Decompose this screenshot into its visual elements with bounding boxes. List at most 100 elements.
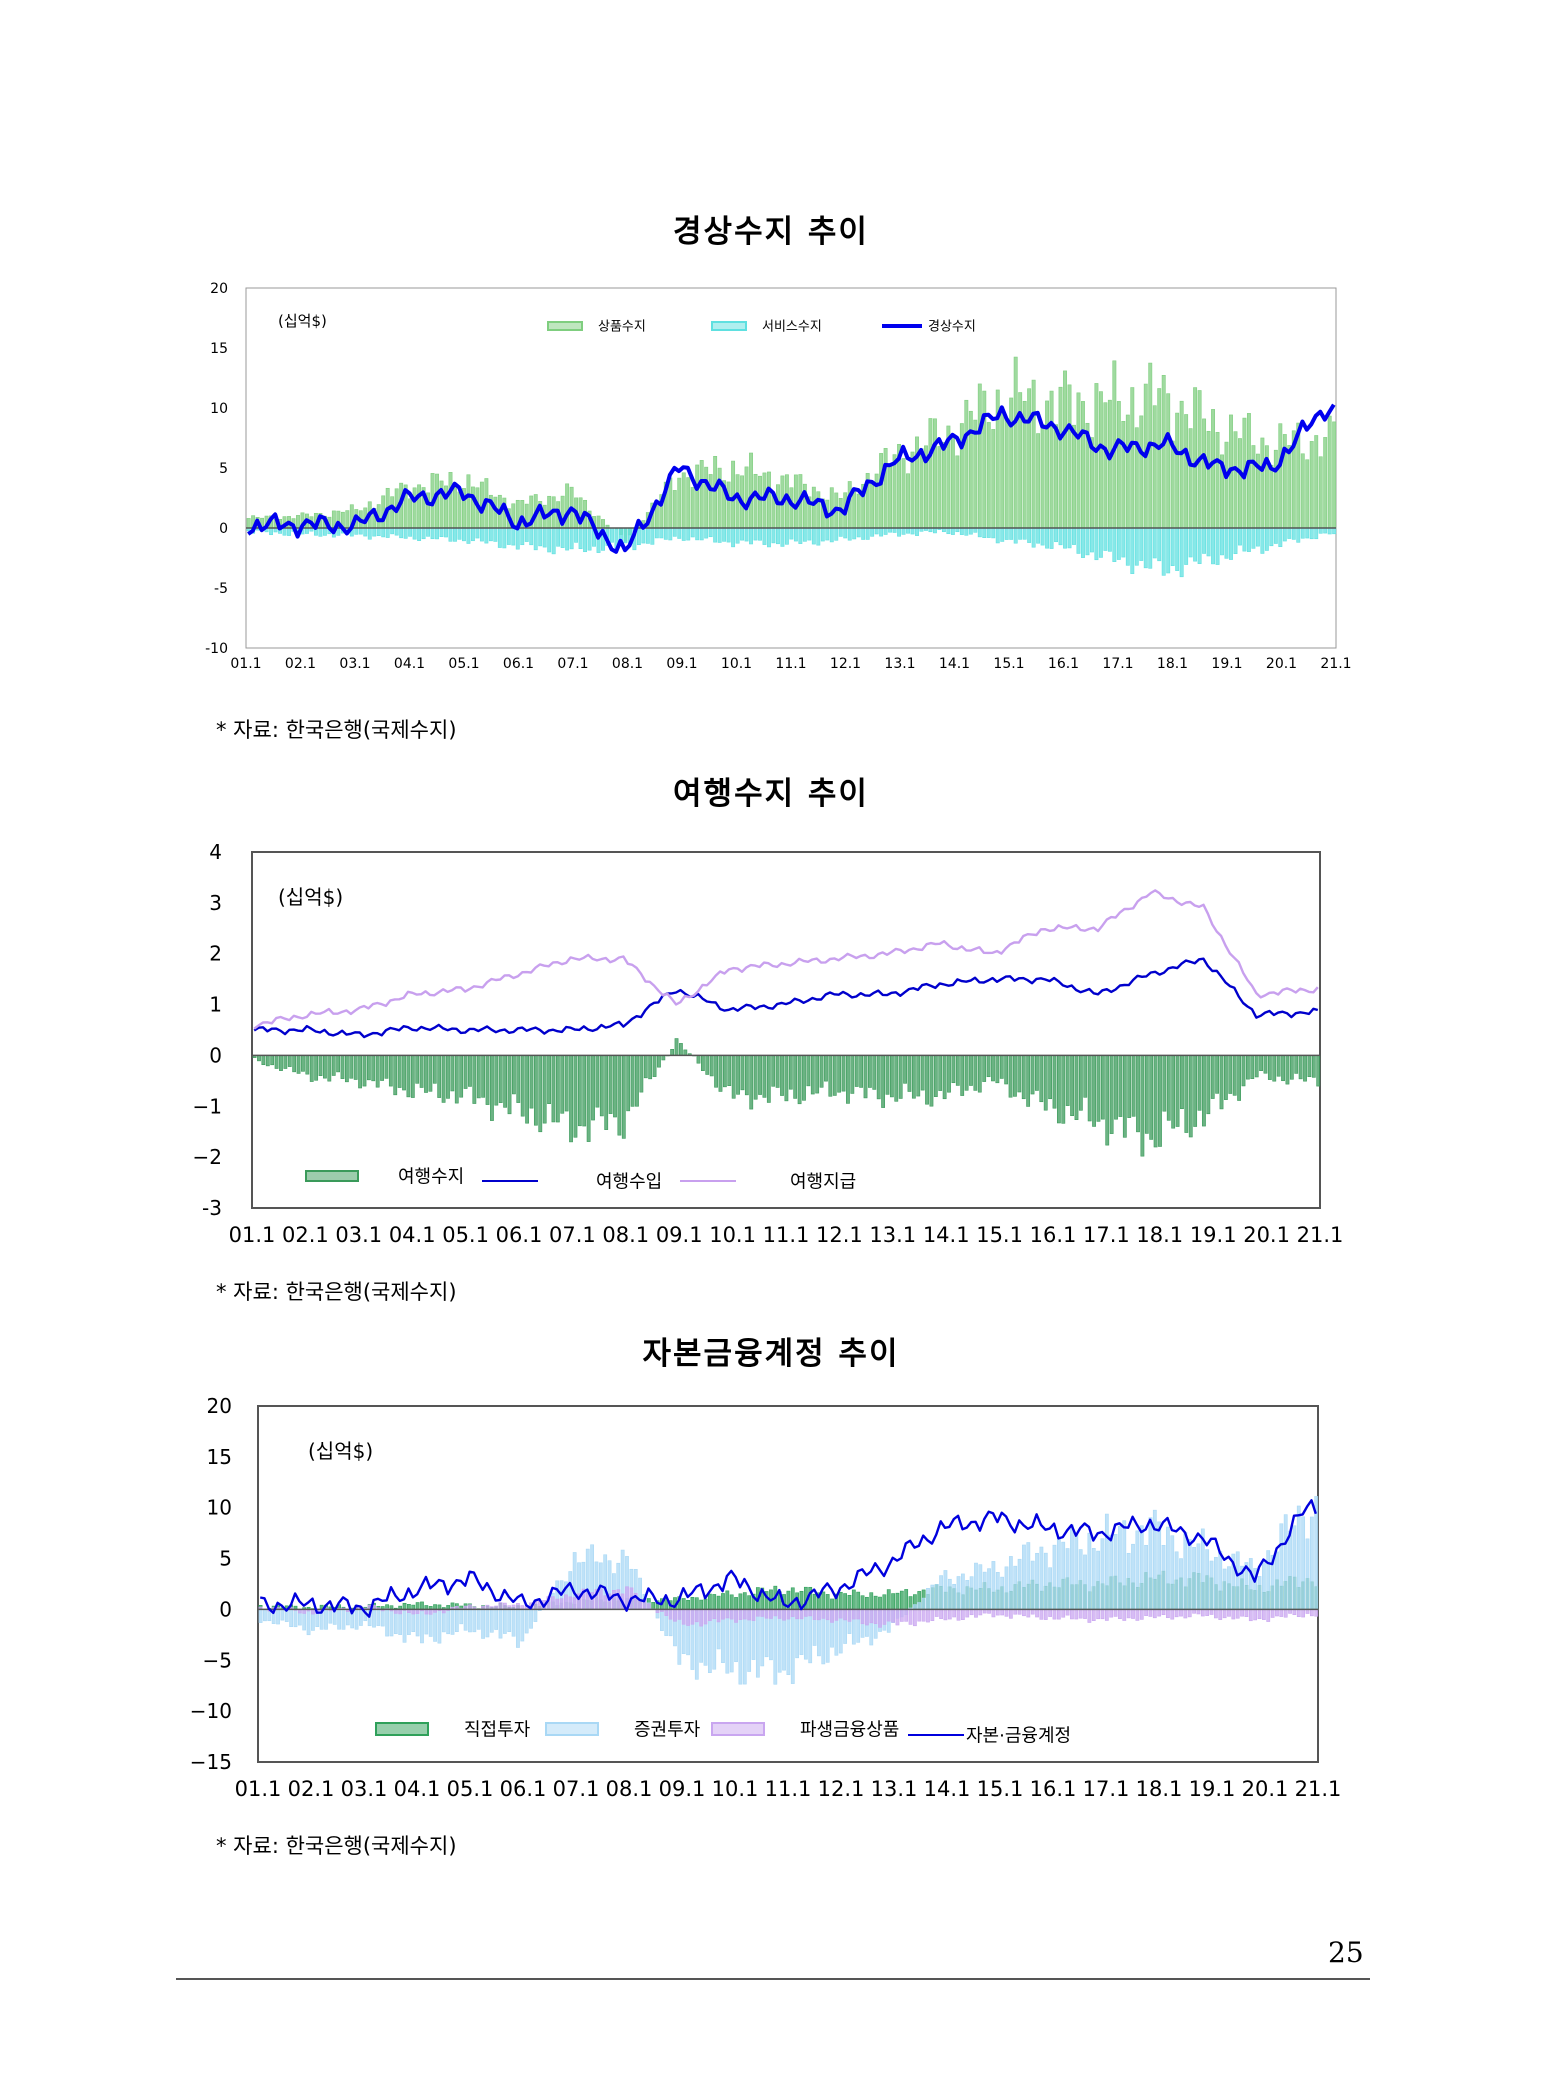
bar — [764, 1609, 769, 1619]
bar — [793, 527, 798, 542]
bar — [726, 481, 731, 529]
bar — [1045, 400, 1050, 529]
x-tick-label: 15.1 — [977, 1777, 1024, 1801]
bar — [807, 527, 812, 541]
bar — [819, 1055, 824, 1088]
bar — [1091, 1609, 1096, 1621]
y-tick-label: 20 — [210, 281, 228, 297]
bar — [1136, 1055, 1140, 1133]
x-tick-label: 06.1 — [503, 656, 534, 672]
bar — [1058, 527, 1063, 546]
bar — [1130, 387, 1135, 529]
bar — [1209, 1609, 1214, 1615]
x-tick-label: 17.1 — [1102, 656, 1133, 672]
bar — [811, 527, 816, 545]
bar — [1260, 527, 1265, 554]
bar — [1301, 1516, 1306, 1610]
bar — [681, 1609, 686, 1625]
bar — [751, 1609, 756, 1621]
bar — [731, 527, 736, 548]
bar — [1298, 1055, 1303, 1080]
bar — [690, 487, 695, 529]
bar — [1266, 1550, 1271, 1610]
bar — [955, 455, 960, 529]
bar — [453, 527, 457, 542]
bar — [502, 1609, 507, 1634]
bar — [652, 1055, 657, 1077]
bar — [933, 1055, 938, 1097]
y-tick-label: 15 — [210, 341, 228, 357]
bar — [1021, 1055, 1026, 1100]
bar — [498, 1055, 503, 1103]
bar — [1188, 527, 1193, 558]
bar — [542, 1055, 547, 1124]
bar — [1070, 1524, 1074, 1610]
line-여행수입 — [253, 957, 1319, 1039]
bar — [700, 1055, 705, 1071]
bar — [1096, 1055, 1101, 1122]
bar — [324, 1609, 328, 1630]
bar — [403, 527, 408, 539]
bar — [613, 1055, 617, 1118]
bar — [397, 1055, 402, 1088]
bar — [1118, 1525, 1122, 1610]
bar — [1275, 1609, 1279, 1617]
bar — [1094, 383, 1099, 529]
bar — [762, 527, 767, 545]
bar — [1162, 1055, 1167, 1112]
bar — [1215, 432, 1220, 529]
bar — [1215, 527, 1220, 565]
bar — [274, 1055, 279, 1069]
bar — [1144, 1544, 1148, 1610]
bar — [485, 1055, 490, 1105]
bar — [659, 527, 664, 539]
bar — [269, 527, 274, 536]
bar — [928, 418, 933, 529]
bar — [367, 527, 372, 540]
bar — [1065, 1055, 1070, 1106]
legend-label: 여행지급 — [790, 1171, 856, 1192]
bar — [788, 1055, 793, 1090]
bar — [1061, 1541, 1066, 1610]
bar — [973, 419, 978, 529]
bar — [881, 1055, 885, 1108]
bar — [529, 1609, 533, 1629]
bar — [1218, 1551, 1223, 1610]
bar — [717, 467, 722, 529]
bar — [690, 527, 695, 538]
bar — [1031, 527, 1036, 548]
bar — [1157, 1609, 1162, 1617]
bar — [437, 1055, 442, 1098]
bar — [428, 1055, 433, 1092]
bar — [419, 1055, 424, 1088]
bar — [747, 1595, 752, 1610]
bar — [1196, 1543, 1201, 1610]
x-tick-label: 14.1 — [923, 1223, 970, 1247]
bar — [915, 436, 919, 529]
bar — [789, 527, 794, 540]
bar — [547, 1055, 551, 1105]
bar — [677, 477, 682, 529]
x-tick-label: 04.1 — [389, 1223, 436, 1247]
bar — [802, 1055, 806, 1101]
bar — [1052, 1609, 1057, 1620]
x-tick-label: 09.1 — [659, 1777, 706, 1801]
bar — [520, 527, 525, 546]
bar — [1192, 1547, 1196, 1610]
bar — [735, 527, 740, 544]
bar — [1318, 527, 1323, 534]
bar — [384, 1055, 389, 1079]
bar — [1161, 1609, 1166, 1616]
bar — [1100, 1055, 1105, 1120]
bar — [616, 1589, 621, 1610]
bar — [569, 1055, 573, 1143]
bar — [1273, 449, 1278, 529]
bar — [524, 1609, 529, 1634]
bar — [727, 1055, 732, 1086]
bar — [1158, 1055, 1162, 1147]
bar — [1276, 1055, 1281, 1077]
bar — [725, 1609, 730, 1619]
bar — [1184, 414, 1189, 529]
bar — [1109, 1609, 1114, 1618]
bar — [1004, 527, 1009, 540]
